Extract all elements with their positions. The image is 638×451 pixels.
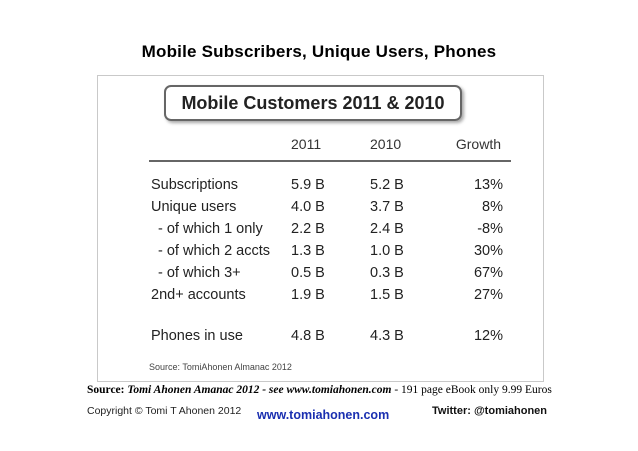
table-row: Subscriptions 5.9 B 5.2 B 13% (98, 177, 545, 199)
cell-2011: 0.5 B (291, 265, 325, 281)
row-label: - of which 3+ (158, 265, 241, 281)
row-label: - of which 1 only (158, 221, 263, 237)
row-label: Subscriptions (151, 177, 239, 193)
table-row: Phones in use 4.8 B 4.3 B 12% (98, 328, 545, 350)
column-header-2011: 2011 (291, 136, 322, 152)
table-row: 2nd+ accounts 1.9 B 1.5 B 27% (98, 287, 545, 309)
twitter-handle: Twitter: @tomiahonen (432, 405, 548, 417)
cell-growth: 30% (473, 243, 503, 259)
table-row: - of which 3+ 0.5 B 0.3 B 67% (98, 265, 545, 287)
column-header-2010: 2010 (370, 136, 402, 152)
table-row: Unique users 4.0 B 3.7 B 8% (98, 199, 545, 221)
cell-growth: 12% (473, 328, 503, 344)
cell-growth: -8% (477, 221, 503, 237)
cell-2010: 0.3 B (370, 265, 404, 281)
cell-2010: 3.7 B (370, 199, 404, 215)
table-title: Mobile Customers 2011 & 2010 (164, 85, 462, 121)
cell-growth: 13% (473, 177, 503, 193)
cell-2011: 5.9 B (291, 177, 325, 193)
cell-2010: 2.4 B (370, 221, 404, 237)
slide-title: Mobile Subscribers, Unique Users, Phones (141, 42, 497, 61)
row-label: 2nd+ accounts (151, 287, 246, 303)
cell-2010: 1.5 B (370, 287, 404, 303)
table-row: - of which 1 only 2.2 B 2.4 B -8% (98, 221, 545, 243)
cell-growth: 27% (473, 287, 503, 303)
cell-2011: 4.0 B (291, 199, 325, 215)
table-row: - of which 2 accts 1.3 B 1.0 B 30% (98, 243, 545, 265)
source-citation: Source: Tomi Ahonen Amanac 2012 - see ww… (87, 384, 552, 396)
source-label: Source: (87, 384, 128, 396)
source-title: Tomi Ahonen Amanac 2012 - see www.tomiah… (127, 384, 392, 396)
column-header-growth: Growth (455, 136, 501, 152)
cell-2010: 4.3 B (370, 328, 404, 344)
cell-2011: 4.8 B (291, 328, 325, 344)
row-label: Unique users (151, 199, 237, 215)
website-link[interactable]: www.tomiahonen.com (257, 408, 390, 422)
row-label: - of which 2 accts (158, 243, 271, 259)
table-source-note: Source: TomiAhonen Almanac 2012 (149, 362, 292, 372)
cell-growth: 67% (473, 265, 503, 281)
cell-growth: 8% (482, 199, 503, 215)
cell-2011: 1.9 B (291, 287, 325, 303)
cell-2011: 1.3 B (291, 243, 325, 259)
cell-2010: 1.0 B (370, 243, 404, 259)
header-divider (149, 160, 511, 162)
row-label: Phones in use (151, 328, 243, 344)
source-detail: - 191 page eBook only 9.99 Euros (391, 384, 552, 396)
cell-2010: 5.2 B (370, 177, 404, 193)
copyright-text: Copyright © Tomi T Ahonen 2012 (87, 405, 242, 417)
data-table-card: Mobile Customers 2011 & 2010 2011 2010 G… (97, 75, 544, 382)
cell-2011: 2.2 B (291, 221, 325, 237)
